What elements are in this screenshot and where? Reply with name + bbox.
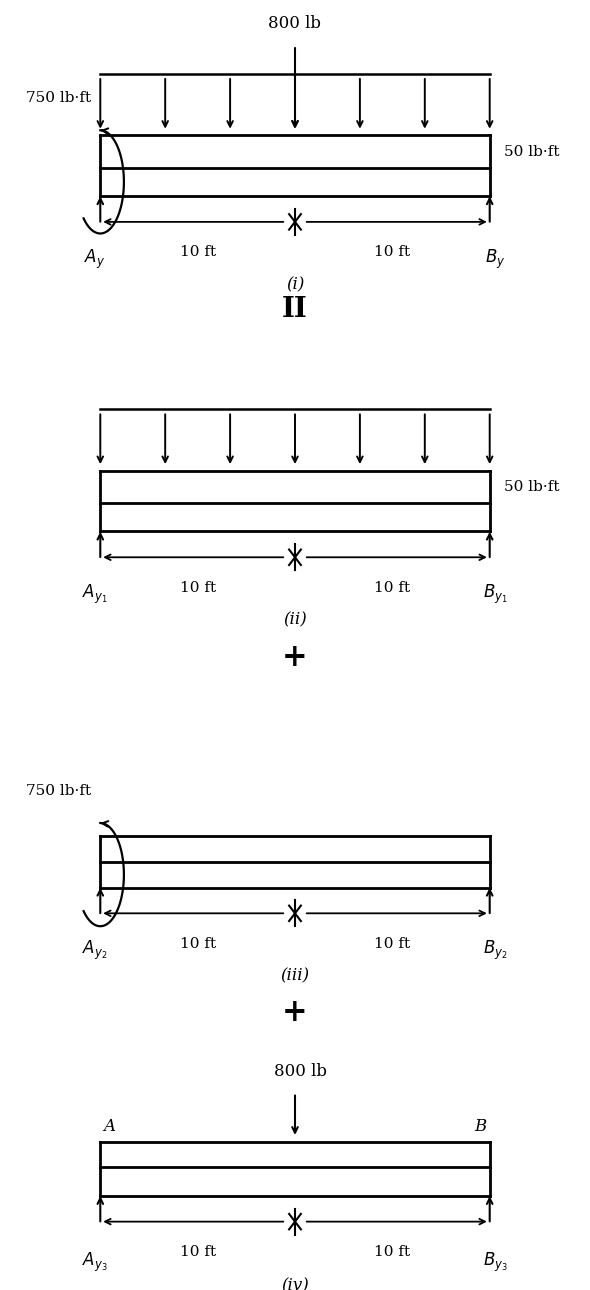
Text: 10 ft: 10 ft: [374, 580, 411, 595]
Text: $B_y$: $B_y$: [486, 248, 506, 271]
Text: 750 lb·ft: 750 lb·ft: [27, 784, 91, 797]
Text: $B_{y_2}$: $B_{y_2}$: [483, 939, 508, 962]
Text: 50 lb·ft: 50 lb·ft: [504, 480, 560, 494]
Text: +: +: [282, 642, 308, 673]
Text: (i): (i): [286, 276, 304, 293]
Text: 10 ft: 10 ft: [179, 580, 216, 595]
Text: 10 ft: 10 ft: [179, 937, 216, 951]
Text: $B_{y_3}$: $B_{y_3}$: [483, 1251, 508, 1275]
Text: II: II: [282, 297, 308, 322]
Text: 10 ft: 10 ft: [179, 245, 216, 259]
Text: 10 ft: 10 ft: [374, 1245, 411, 1259]
Text: +: +: [282, 997, 308, 1028]
Text: 50 lb·ft: 50 lb·ft: [504, 144, 560, 159]
Text: 750 lb·ft: 750 lb·ft: [27, 92, 91, 104]
Text: $A_y$: $A_y$: [84, 248, 105, 271]
Text: (ii): (ii): [283, 611, 307, 628]
Text: (iv): (iv): [281, 1277, 309, 1290]
Text: 10 ft: 10 ft: [374, 937, 411, 951]
Text: $A_{y_3}$: $A_{y_3}$: [81, 1251, 107, 1275]
Text: A: A: [103, 1118, 115, 1135]
Text: 800 lb: 800 lb: [268, 15, 322, 32]
Text: 10 ft: 10 ft: [374, 245, 411, 259]
Text: 10 ft: 10 ft: [179, 1245, 216, 1259]
Text: $B_{y_1}$: $B_{y_1}$: [483, 583, 508, 606]
Text: $A_{y_2}$: $A_{y_2}$: [81, 939, 107, 962]
Text: $A_{y_1}$: $A_{y_1}$: [81, 583, 107, 606]
Text: (iii): (iii): [280, 968, 310, 984]
Text: 800 lb: 800 lb: [274, 1063, 327, 1080]
Text: B: B: [474, 1118, 487, 1135]
